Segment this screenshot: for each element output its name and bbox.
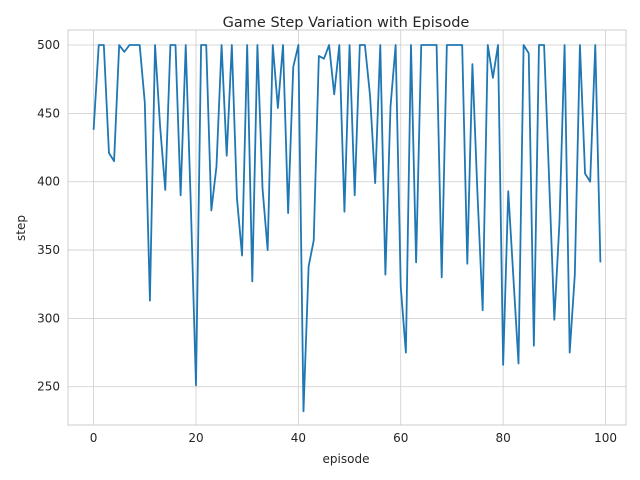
plot-frame <box>67 29 627 426</box>
y-axis-label: step <box>14 215 28 241</box>
y-tick-label: 500 <box>37 38 60 52</box>
y-tick-label: 350 <box>37 243 60 257</box>
x-tick-labels: 0 20 40 60 80 100 <box>90 431 617 445</box>
y-tick-label: 250 <box>37 380 60 394</box>
x-tick-label: 40 <box>291 431 306 445</box>
x-axis-label: episode <box>323 452 370 466</box>
y-tick-labels: 250 300 350 400 450 500 <box>37 38 60 394</box>
y-tick-label: 450 <box>37 106 60 120</box>
x-tick-label: 80 <box>495 431 510 445</box>
x-tick-label: 100 <box>594 431 617 445</box>
chart-title: Game Step Variation with Episode <box>223 15 470 31</box>
x-tick-label: 60 <box>393 431 408 445</box>
series-layer <box>92 44 602 413</box>
x-tick-label: 0 <box>90 431 98 445</box>
y-tick-label: 300 <box>37 311 60 325</box>
y-tick-label: 400 <box>37 175 60 189</box>
series-line <box>92 44 602 413</box>
x-tick-label: 20 <box>188 431 203 445</box>
